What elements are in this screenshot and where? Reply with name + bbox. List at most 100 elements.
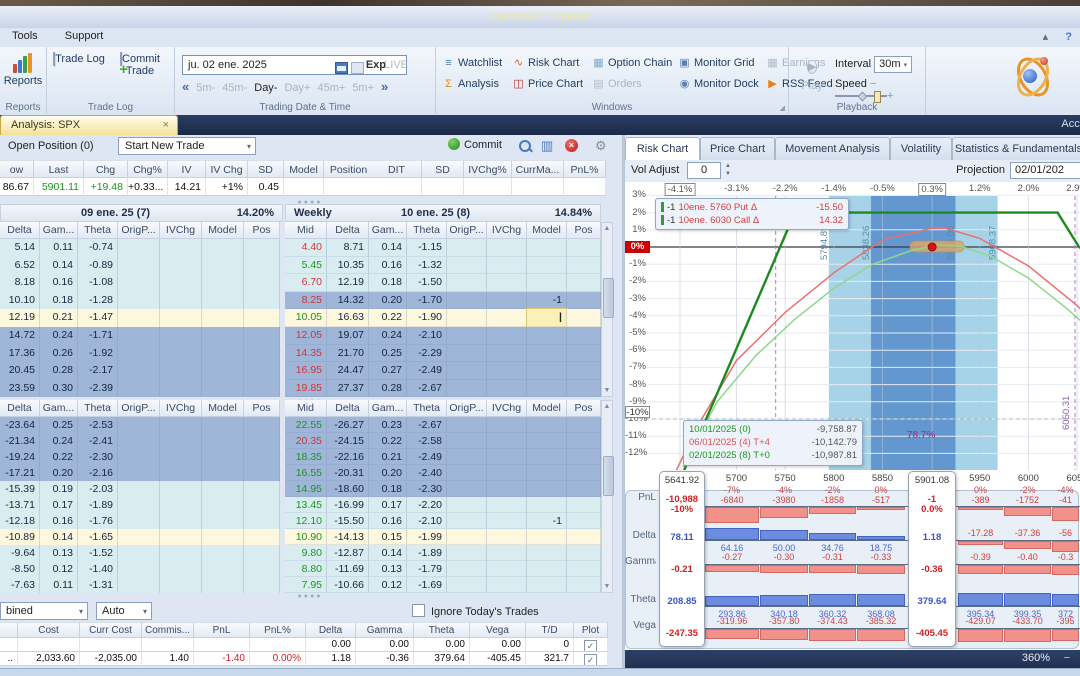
chain-cell[interactable] [527,561,567,577]
scroll-thumb[interactable] [603,278,614,318]
chain-cell[interactable]: 0.18 [40,292,78,310]
chain-cell[interactable]: -9.64 [0,545,40,561]
chain-row[interactable]: 12.10-15.500.16-2.10-1 [285,513,601,529]
chain-cell[interactable] [487,561,527,577]
chain-row[interactable]: 8.80-11.690.13-1.79 [285,561,601,577]
chain-row[interactable]: -12.180.16-1.76 [0,513,280,529]
chain-cell[interactable] [447,545,487,561]
mid-cell[interactable]: 9.80 [285,545,327,561]
chain-cell[interactable]: -1.69 [407,577,447,593]
chain-row[interactable]: 18.35-22.160.21-2.49 [285,449,601,465]
chain-cell[interactable] [244,257,280,275]
chain-row[interactable]: 14.720.24-1.71 [0,327,280,345]
chain-cell[interactable] [244,497,280,513]
chain-cell[interactable] [202,239,244,257]
chain-row[interactable]: 12.0519.070.24-2.10 [285,327,601,345]
chain-cell[interactable] [202,433,244,449]
chain-cell[interactable] [244,545,280,561]
mid-cell[interactable]: 22.55 [285,417,327,433]
chain-cell[interactable]: 0.28 [40,362,78,380]
trade-log-button[interactable]: Trade Log [51,53,107,65]
chain-cell[interactable]: | [527,309,567,327]
chain-cell[interactable] [527,239,567,257]
chain-cell[interactable]: -12.87 [327,545,369,561]
search-icon[interactable] [519,140,531,152]
chain-row[interactable]: 6.7012.190.18-1.50 [285,274,601,292]
windows-button-monitor-dock[interactable]: ◉Monitor Dock [678,75,759,93]
chain-cell[interactable]: -16.99 [327,497,369,513]
chain-row[interactable]: -19.240.22-2.30 [0,449,280,465]
chain-cell[interactable]: 0.19 [40,481,78,497]
chain-cell[interactable]: -2.67 [407,417,447,433]
chain-cell[interactable]: -2.17 [78,362,118,380]
windows-button-watchlist[interactable]: ≡Watchlist [442,54,502,72]
mid-cell[interactable]: 16.55 [285,465,327,481]
chain-cell[interactable] [202,274,244,292]
exp-toggle[interactable]: Exp [366,56,386,74]
export-grid-icon[interactable]: ▥ [541,138,553,154]
chain-cell[interactable] [487,417,527,433]
chain-cell[interactable] [567,529,601,545]
chain-cell[interactable] [487,257,527,275]
chain-cell[interactable]: 0.16 [369,257,407,275]
chain-cell[interactable] [244,577,280,593]
chain-cell[interactable]: -1.90 [407,309,447,327]
chain-cell[interactable] [447,449,487,465]
mid-cell[interactable]: 8.80 [285,561,327,577]
chain-cell[interactable]: -1.71 [78,327,118,345]
chain-cell[interactable] [118,417,160,433]
date-nav-chev[interactable]: « [182,79,189,94]
chain-row[interactable]: -23.640.25-2.53 [0,417,280,433]
mid-cell[interactable]: 16.95 [285,362,327,380]
chain-cell[interactable]: 10.10 [0,292,40,310]
chain-cell[interactable] [447,497,487,513]
chain-cell[interactable]: -10.66 [327,577,369,593]
chain-cell[interactable] [118,561,160,577]
chain-cell[interactable] [202,497,244,513]
chain-cell[interactable] [118,274,160,292]
chain-cell[interactable]: 27.37 [327,380,369,398]
chain-cell[interactable] [244,380,280,398]
date-nav-45m-[interactable]: 45m- [222,82,247,94]
chain-row[interactable]: -21.340.24-2.41 [0,433,280,449]
chain-cell[interactable]: 0.23 [369,417,407,433]
chain-cell[interactable] [527,545,567,561]
chain-cell[interactable]: 21.70 [327,345,369,363]
chain-cell[interactable]: 0.17 [40,497,78,513]
chain-row[interactable]: 20.35-24.150.22-2.58 [285,433,601,449]
chain-cell[interactable]: -10.89 [0,529,40,545]
chain-cell[interactable]: -11.69 [327,561,369,577]
tab-close-icon[interactable]: × [163,116,169,135]
chain-cell[interactable] [244,417,280,433]
chain-cell[interactable] [202,545,244,561]
chain-cell[interactable] [118,513,160,529]
chain-cell[interactable]: 0.24 [40,327,78,345]
chain-cell[interactable]: -21.34 [0,433,40,449]
chain-row[interactable]: 10.100.18-1.28 [0,292,280,310]
chain-row[interactable]: -13.710.17-1.89 [0,497,280,513]
chain-cell[interactable] [202,327,244,345]
scroll-down-icon[interactable]: ▼ [602,387,612,394]
chain-cell[interactable]: -1.65 [78,529,118,545]
chain-cell[interactable] [487,362,527,380]
position-view-select[interactable]: bined▾ [0,602,88,620]
chain-cell[interactable]: 14.72 [0,327,40,345]
chain-cell[interactable] [244,309,280,327]
windows-button-monitor-grid[interactable]: ▣Monitor Grid [678,54,755,72]
chain-cell[interactable]: 24.47 [327,362,369,380]
chain-cell[interactable] [567,497,601,513]
chain-cell[interactable] [487,309,527,327]
chain-row[interactable]: 9.80-12.870.14-1.89 [285,545,601,561]
chain-cell[interactable]: 0.20 [369,292,407,310]
chain-cell[interactable]: 0.14 [40,257,78,275]
chain-cell[interactable]: 0.14 [40,529,78,545]
chain-cell[interactable] [118,309,160,327]
chain-cell[interactable] [447,380,487,398]
chain-cell[interactable] [244,561,280,577]
chain-cell[interactable] [487,465,527,481]
chain-scrollbar[interactable]: ▲▼ [601,400,613,593]
chain-row[interactable]: 8.2514.320.20-1.70-1 [285,292,601,310]
chain-cell[interactable]: -23.64 [0,417,40,433]
chain-cell[interactable] [487,380,527,398]
chain-cell[interactable]: 8.18 [0,274,40,292]
